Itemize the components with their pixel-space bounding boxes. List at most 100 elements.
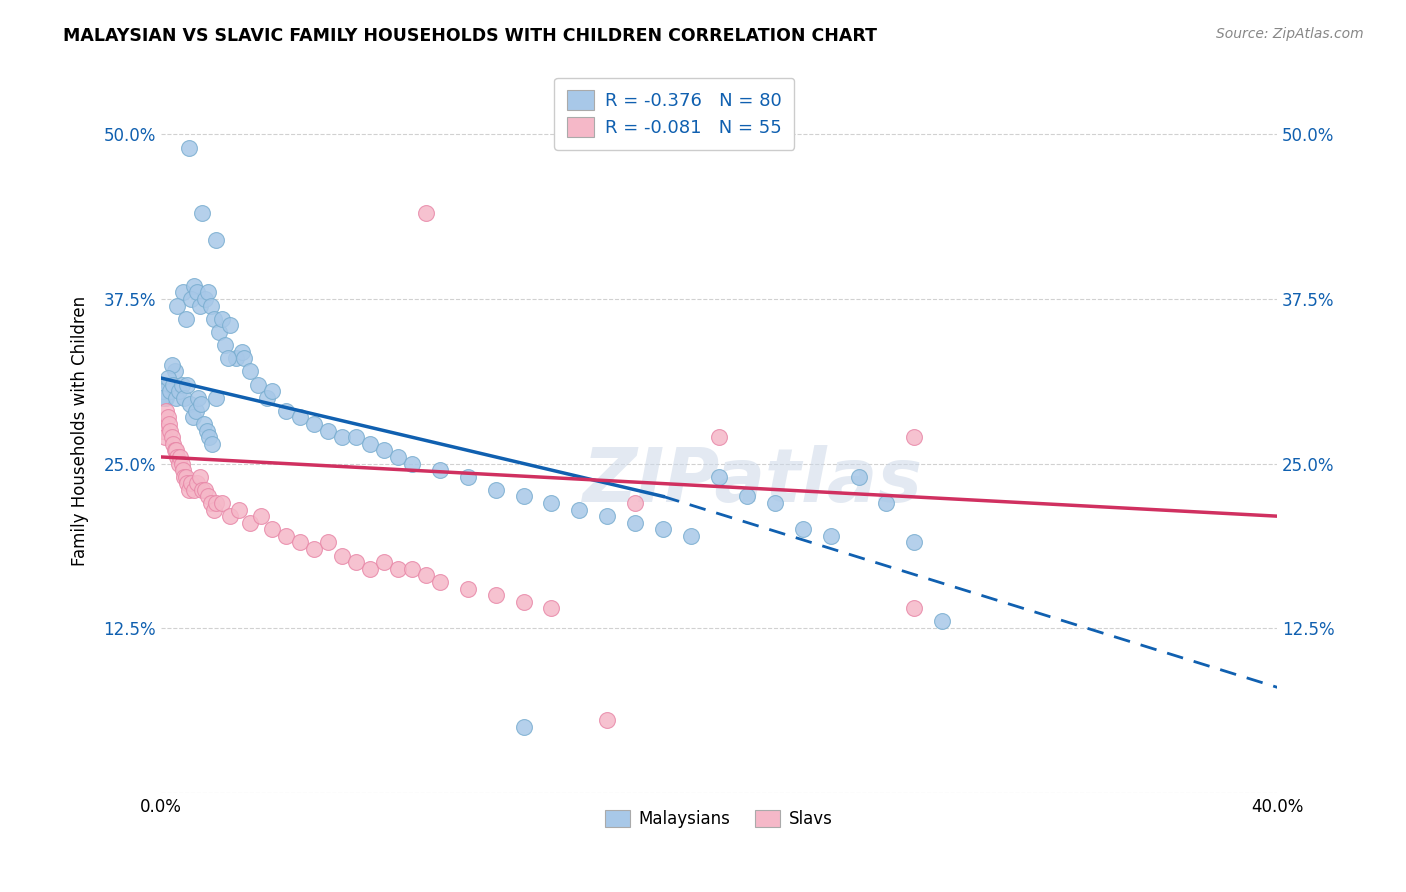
Point: [163, 364, 186, 378]
Point: [211, 496, 233, 510]
Text: Source: ZipAtlas.com: Source: ZipAtlas.com: [1216, 27, 1364, 41]
Point: [387, 450, 409, 464]
Point: [174, 469, 197, 483]
Point: [195, 424, 218, 438]
Point: [152, 424, 174, 438]
Point: [359, 562, 381, 576]
Point: [197, 285, 219, 300]
Point: [256, 391, 278, 405]
Point: [198, 430, 221, 444]
Text: MALAYSIAN VS SLAVIC FAMILY HOUSEHOLDS WITH CHILDREN CORRELATION CHART: MALAYSIAN VS SLAVIC FAMILY HOUSEHOLDS WI…: [63, 27, 877, 45]
Point: [624, 496, 647, 510]
Point: [211, 311, 233, 326]
Point: [157, 417, 180, 431]
Point: [186, 285, 208, 300]
Point: [679, 529, 702, 543]
Point: [652, 522, 675, 536]
Point: [903, 535, 925, 549]
Point: [457, 582, 479, 596]
Point: [173, 469, 195, 483]
Point: [316, 424, 339, 438]
Point: [401, 457, 423, 471]
Point: [197, 490, 219, 504]
Point: [181, 410, 204, 425]
Point: [172, 463, 194, 477]
Point: [153, 391, 176, 405]
Point: [931, 615, 953, 629]
Point: [302, 542, 325, 557]
Point: [194, 292, 217, 306]
Point: [512, 490, 534, 504]
Text: ZIPatlas: ZIPatlas: [582, 445, 922, 517]
Point: [150, 391, 173, 405]
Point: [201, 436, 224, 450]
Point: [163, 443, 186, 458]
Point: [155, 404, 177, 418]
Point: [624, 516, 647, 530]
Point: [484, 483, 506, 497]
Point: [162, 377, 184, 392]
Point: [160, 430, 183, 444]
Point: [174, 311, 197, 326]
Point: [429, 574, 451, 589]
Point: [228, 502, 250, 516]
Point: [187, 391, 209, 405]
Point: [707, 469, 730, 483]
Point: [200, 298, 222, 312]
Point: [763, 496, 786, 510]
Point: [820, 529, 842, 543]
Point: [217, 351, 239, 366]
Point: [276, 404, 298, 418]
Point: [262, 522, 284, 536]
Point: [457, 469, 479, 483]
Point: [205, 496, 228, 510]
Point: [344, 430, 367, 444]
Point: [276, 529, 298, 543]
Point: [239, 364, 262, 378]
Point: [162, 436, 184, 450]
Point: [170, 377, 193, 392]
Point: [373, 443, 395, 458]
Point: [200, 496, 222, 510]
Point: [401, 562, 423, 576]
Point: [848, 469, 870, 483]
Point: [184, 404, 207, 418]
Point: [191, 206, 214, 220]
Point: [596, 713, 619, 727]
Point: [219, 509, 242, 524]
Point: [179, 397, 201, 411]
Point: [208, 325, 231, 339]
Point: [290, 535, 312, 549]
Point: [180, 476, 202, 491]
Point: [202, 502, 225, 516]
Point: [176, 476, 198, 491]
Point: [429, 463, 451, 477]
Point: [568, 502, 591, 516]
Point: [225, 351, 247, 366]
Point: [214, 338, 236, 352]
Point: [707, 430, 730, 444]
Point: [188, 298, 211, 312]
Point: [250, 509, 273, 524]
Point: [231, 344, 253, 359]
Point: [155, 391, 177, 405]
Point: [167, 457, 190, 471]
Point: [183, 278, 205, 293]
Point: [202, 311, 225, 326]
Point: [233, 351, 256, 366]
Point: [512, 720, 534, 734]
Point: [330, 549, 353, 563]
Point: [188, 469, 211, 483]
Point: [166, 298, 188, 312]
Point: [512, 595, 534, 609]
Point: [177, 140, 200, 154]
Point: [193, 417, 215, 431]
Point: [159, 384, 181, 398]
Point: [183, 483, 205, 497]
Point: [247, 377, 270, 392]
Point: [205, 391, 228, 405]
Point: [302, 417, 325, 431]
Point: [159, 424, 181, 438]
Point: [170, 457, 193, 471]
Point: [596, 509, 619, 524]
